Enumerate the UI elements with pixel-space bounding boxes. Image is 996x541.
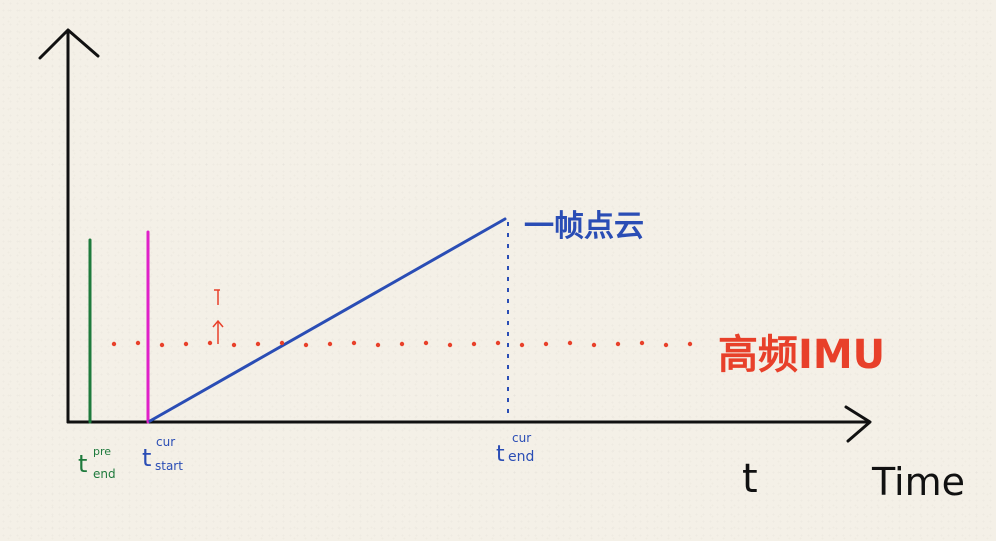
imu-dot [279, 340, 285, 346]
t-cur-end-base: t [496, 442, 505, 467]
imu-dot [495, 340, 501, 346]
imu-dot [615, 341, 621, 347]
imu-dot [591, 342, 597, 348]
t-cur-end-sup: cur [512, 431, 531, 445]
t-prev-end-base: t [78, 450, 87, 478]
imu-dot [471, 341, 477, 347]
imu-dot [423, 340, 429, 346]
t-cur-start-sub: start [155, 459, 183, 473]
imu-dot [111, 341, 117, 347]
t-prev-end-sup: pre [93, 445, 111, 458]
imu-dot [327, 341, 333, 347]
imu-dot [375, 342, 381, 348]
x-axis-arrow [844, 405, 872, 443]
imu-dot [663, 342, 669, 348]
t-prev-end-label: t pre end [78, 445, 116, 481]
t-cur-start-base: t [142, 444, 151, 472]
y-axis-arrow [38, 28, 100, 60]
imu-dot [135, 340, 141, 346]
point-cloud-ramp [148, 217, 507, 423]
time-axis-label: Time [871, 460, 965, 504]
imu-dot [447, 342, 453, 348]
t-cur-start-sup: cur [156, 435, 175, 449]
imu-dot [207, 340, 213, 346]
imu-dot [351, 340, 357, 346]
t-cur-start-label: t cur start [142, 435, 183, 473]
imu-label: 高频IMU [718, 332, 885, 378]
imu-dot [183, 341, 189, 347]
imu-dot [159, 342, 165, 348]
t-cur-end-label: cur t end [496, 431, 534, 467]
axes [38, 28, 872, 443]
imu-dot [255, 341, 261, 347]
imu-dot [543, 341, 549, 347]
imu-dot [303, 342, 309, 348]
t-cur-end-sub: end [508, 449, 534, 465]
point-cloud-label: 一帧点云 [524, 209, 644, 244]
imu-interval-indicator [212, 289, 224, 344]
imu-dotted-line [111, 340, 693, 348]
imu-dot [519, 342, 525, 348]
t-prev-end-sub: end [93, 467, 116, 481]
imu-dot [231, 342, 237, 348]
imu-dot [687, 341, 693, 347]
imu-dot [639, 340, 645, 346]
imu-dot [399, 341, 405, 347]
imu-dot [567, 340, 573, 346]
t-variable-label: t [742, 456, 758, 502]
interval-arrow-head [212, 319, 224, 328]
